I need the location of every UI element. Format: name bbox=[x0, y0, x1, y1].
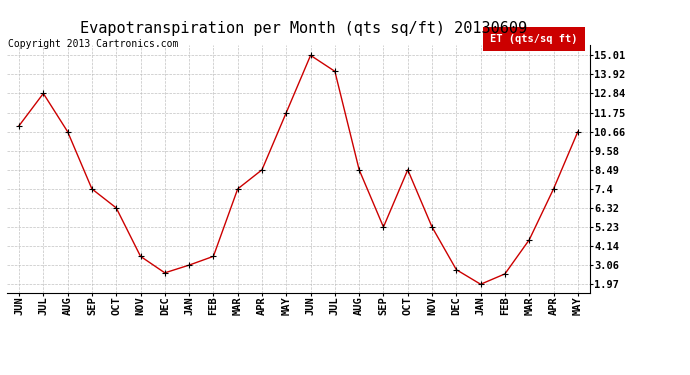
Text: Evapotranspiration per Month (qts sq/ft) 20130609: Evapotranspiration per Month (qts sq/ft)… bbox=[80, 21, 527, 36]
Text: ET (qts/sq ft): ET (qts/sq ft) bbox=[491, 34, 578, 44]
Text: Copyright 2013 Cartronics.com: Copyright 2013 Cartronics.com bbox=[8, 39, 179, 50]
